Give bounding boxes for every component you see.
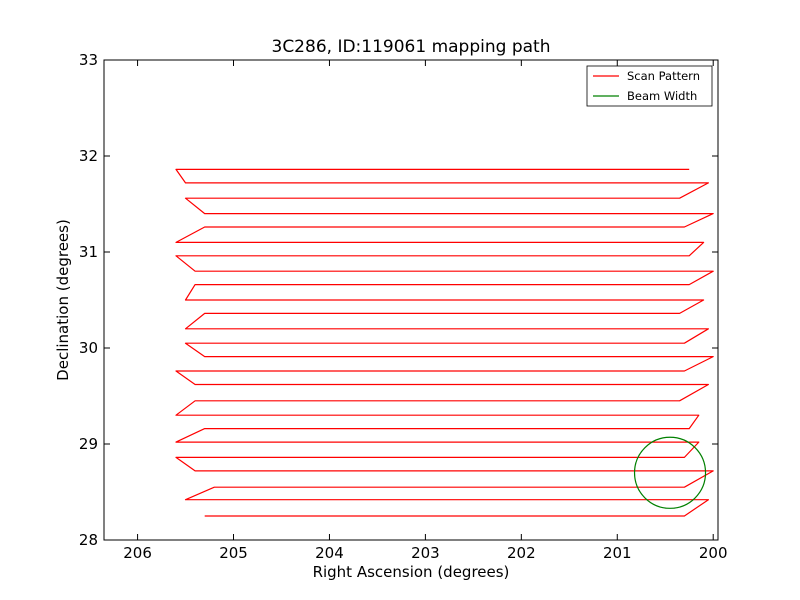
x-tick-label: 203 <box>411 544 440 562</box>
x-tick-label: 205 <box>219 544 248 562</box>
x-tick-label: 204 <box>315 544 344 562</box>
y-tick-label: 31 <box>79 243 98 261</box>
legend-box <box>586 65 713 107</box>
x-axis-title: Right Ascension (degrees) <box>313 563 510 581</box>
beam-width-circle <box>633 436 707 509</box>
chart-title: 3C286, ID:119061 mapping path <box>272 37 551 57</box>
legend-label-beam-width: Beam Width <box>627 89 697 103</box>
y-tick-label: 30 <box>79 339 98 357</box>
x-tick-label: 200 <box>699 544 728 562</box>
y-tick-label: 29 <box>79 435 98 453</box>
y-tick-label: 32 <box>79 147 98 165</box>
y-ticks: 28 29 30 31 32 33 <box>79 51 718 549</box>
y-tick-label: 33 <box>79 51 98 69</box>
plot-area: 206 205 204 203 202 201 200 28 29 30 31 32 33 <box>79 51 728 562</box>
series-layer <box>175 168 714 517</box>
scan-pattern-line <box>175 168 714 517</box>
x-tick-label: 202 <box>507 544 536 562</box>
y-tick-label: 28 <box>79 531 98 549</box>
y-axis-title: Declination (degrees) <box>54 219 72 381</box>
x-ticks: 206 205 204 203 202 201 200 <box>123 60 728 562</box>
x-tick-label: 201 <box>603 544 632 562</box>
legend: Scan Pattern Beam Width <box>586 65 713 107</box>
legend-label-scan-pattern: Scan Pattern <box>627 69 700 83</box>
x-tick-label: 206 <box>123 544 152 562</box>
